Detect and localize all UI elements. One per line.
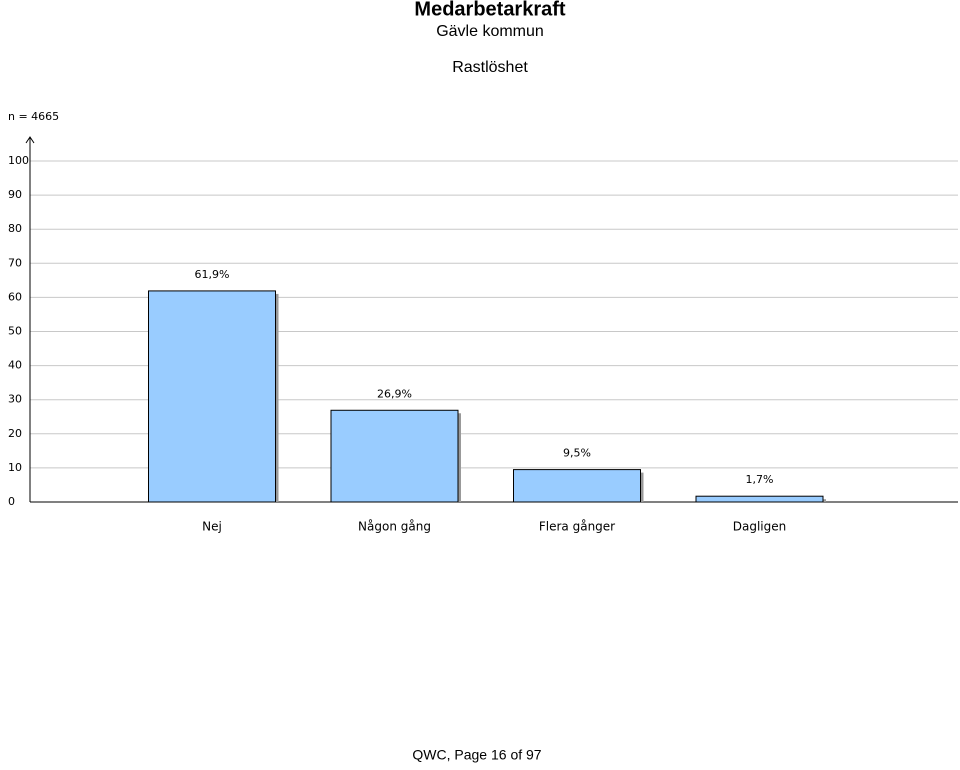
axis-arrow	[25, 136, 35, 144]
x-tick-label: Flera gånger	[539, 520, 615, 534]
y-tick-label: 30	[8, 393, 22, 406]
y-tick-label: 60	[8, 290, 22, 303]
x-tick-label: Någon gång	[358, 520, 431, 534]
chart-title: Rastlöshet	[452, 59, 528, 76]
bar	[695, 495, 824, 503]
footer: QWC, Page 16 of 97	[412, 747, 541, 763]
y-tick-label: 90	[8, 188, 22, 201]
page-title: Medarbetarkraft	[414, 0, 566, 20]
value-label: 9,5%	[563, 447, 591, 460]
sample-size: n = 4665	[8, 110, 59, 123]
value-label: 26,9%	[377, 387, 412, 400]
value-label: 61,9%	[195, 268, 230, 281]
y-tick-label: 50	[8, 325, 22, 338]
x-tick-label: Dagligen	[733, 520, 786, 534]
page-subtitle: Gävle kommun	[436, 23, 544, 40]
y-tick-label: 10	[8, 461, 22, 474]
y-tick-label: 0	[8, 495, 15, 508]
bar	[148, 290, 276, 503]
value-label: 1,7%	[746, 473, 774, 486]
y-tick-label: 20	[8, 427, 22, 440]
y-tick-label: 100	[8, 154, 29, 167]
bar	[513, 469, 641, 503]
x-tick-label: Nej	[202, 520, 222, 534]
y-tick-label: 80	[8, 222, 22, 235]
y-tick-label: 70	[8, 256, 22, 269]
y-tick-label: 40	[8, 359, 22, 372]
bar	[330, 409, 459, 503]
